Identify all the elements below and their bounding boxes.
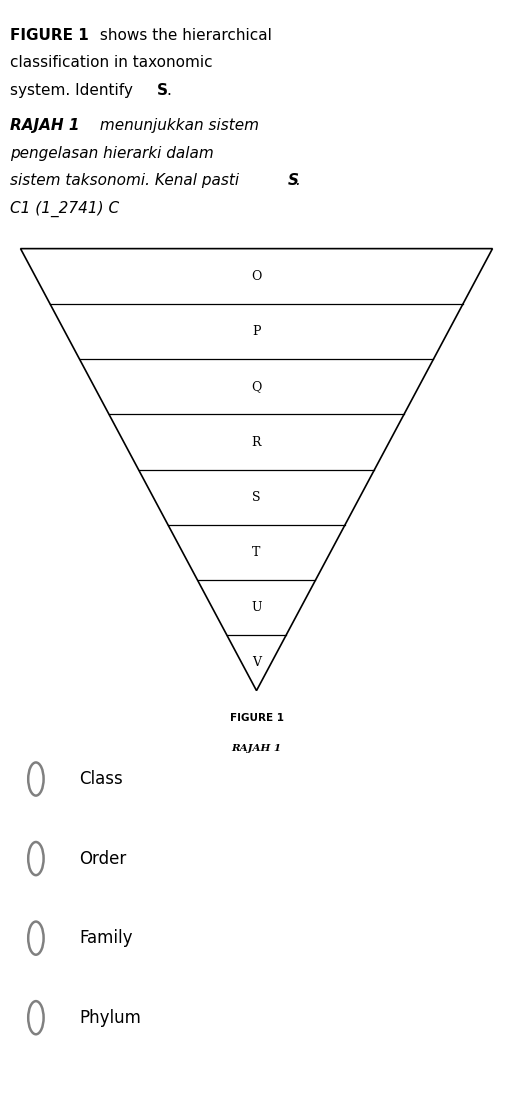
Text: RAJAH 1: RAJAH 1 (10, 118, 80, 134)
Text: U: U (251, 601, 262, 614)
Text: S: S (252, 491, 261, 504)
Text: T: T (252, 546, 261, 559)
Text: .: . (295, 173, 300, 189)
Text: RAJAH 1: RAJAH 1 (231, 744, 282, 753)
Text: C1 (1_2741) C: C1 (1_2741) C (10, 201, 120, 218)
Text: Q: Q (251, 380, 262, 393)
Text: S: S (156, 83, 167, 98)
Text: R: R (252, 435, 261, 449)
Text: system. Identify: system. Identify (10, 83, 138, 98)
Text: Phylum: Phylum (80, 1009, 142, 1027)
Text: FIGURE 1: FIGURE 1 (229, 713, 284, 723)
Text: Family: Family (80, 929, 133, 947)
Text: sistem taksonomi. Kenal pasti: sistem taksonomi. Kenal pasti (10, 173, 244, 189)
Text: Order: Order (80, 850, 127, 867)
Text: .: . (167, 83, 172, 98)
Text: S: S (287, 173, 298, 189)
Text: V: V (252, 656, 261, 670)
Text: menunjukkan sistem: menunjukkan sistem (95, 118, 259, 134)
Text: pengelasan hierarki dalam: pengelasan hierarki dalam (10, 146, 214, 161)
Polygon shape (21, 249, 492, 691)
Text: shows the hierarchical: shows the hierarchical (95, 28, 272, 43)
Text: P: P (252, 325, 261, 338)
Text: FIGURE 1: FIGURE 1 (10, 28, 89, 43)
Text: classification in taxonomic: classification in taxonomic (10, 55, 213, 71)
Text: Class: Class (80, 770, 123, 788)
Text: O: O (251, 270, 262, 283)
